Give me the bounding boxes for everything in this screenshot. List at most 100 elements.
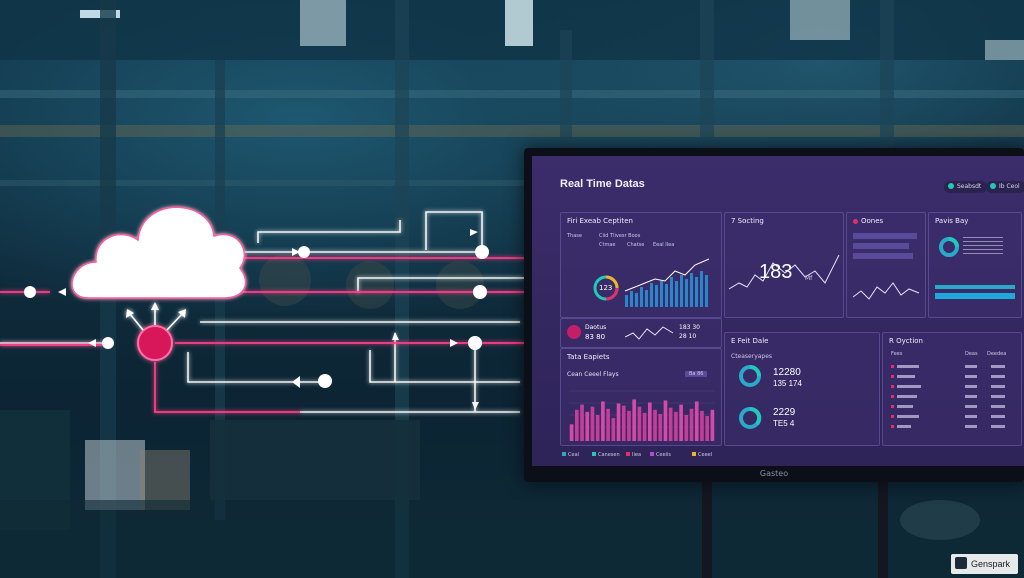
panel-title: Pavis Bay <box>935 217 969 225</box>
bar-14 <box>637 406 642 441</box>
nav-item[interactable]: Ceeel <box>692 452 712 458</box>
status-circle-icon <box>567 325 581 339</box>
hub-node <box>126 302 186 361</box>
panel-bottom-mid: E Feit Dale Cteaseryapes 12280 135 174 2… <box>724 332 880 446</box>
bar-12 <box>627 410 631 441</box>
donut-chart <box>739 407 762 429</box>
sparkline <box>853 282 920 300</box>
arrow-heads <box>58 229 479 410</box>
nav-item[interactable]: Ceal <box>562 452 579 458</box>
bar-20 <box>668 407 673 441</box>
bar-5 <box>590 406 595 441</box>
stat-label: Daotus <box>585 324 607 331</box>
bar-9 <box>611 418 616 441</box>
bar-2 <box>575 409 579 441</box>
progress-bar <box>935 293 1015 299</box>
panel-title: 7 Socting <box>731 217 764 225</box>
panel-top-mid: 7 Socting 183 Mf <box>724 212 844 318</box>
bar-22 <box>679 404 683 441</box>
bar-chart <box>569 390 715 441</box>
bar-28 <box>710 409 715 441</box>
bar-4 <box>585 411 590 441</box>
panel-title: E Feit Dale <box>731 337 769 345</box>
list-bar <box>853 233 917 239</box>
bar-21 <box>674 411 678 441</box>
bar-25 <box>694 401 699 441</box>
list-bar <box>853 243 909 249</box>
panel-title: Tata Eapiets <box>567 353 610 361</box>
donut-chart <box>739 365 761 387</box>
bar-6 <box>595 415 600 441</box>
dashboard-screen: Real Time Datas Seabsdt Ib Ceol Firi Exe… <box>532 156 1024 466</box>
nav-item[interactable]: Ceeiis <box>650 452 671 458</box>
monitor-brand: Gasteo <box>759 469 789 478</box>
dashboard-title: Real Time Datas <box>560 178 645 190</box>
kpi-value: 135 174 <box>773 379 802 388</box>
header-pill-1[interactable]: Seabsdt <box>944 181 988 193</box>
bar-16 <box>648 402 652 441</box>
panel-label: Ctmae <box>599 242 616 248</box>
genspark-logo-icon <box>954 557 967 569</box>
monitor-stand-right <box>878 482 888 578</box>
donut-chart <box>939 237 959 257</box>
panel-subtitle: Cteaseryapes <box>731 353 773 360</box>
panel-title: Oones <box>861 217 884 225</box>
network-nodes <box>24 245 489 388</box>
kpi-value: 12280 <box>773 367 801 378</box>
cloud-icon <box>71 206 247 299</box>
kpi-value: TE5 4 <box>773 419 795 428</box>
progress-bar <box>935 285 1015 289</box>
filter-button[interactable]: Ba 86 <box>685 371 708 377</box>
line-chart <box>729 254 840 290</box>
header-pill-2[interactable]: Ib Ceol <box>986 181 1024 193</box>
bar-17 <box>653 409 657 441</box>
status-dot-icon <box>853 219 858 224</box>
bar-7 <box>601 401 605 441</box>
list-bar <box>853 253 913 259</box>
bar-10 <box>616 403 621 441</box>
stat-value: 83 80 <box>585 333 606 341</box>
legend-square-icon <box>692 452 696 456</box>
panel-label: Eeal Ilea <box>653 242 675 248</box>
table-rows <box>891 365 1005 428</box>
bar-18 <box>658 413 663 441</box>
nav-item[interactable]: Iiea <box>626 452 641 458</box>
kpi-value: 183 <box>759 261 793 283</box>
panel-side: Pavis Bay <box>928 212 1022 318</box>
panel-bottom-right: R Oyction Fees Deas Deedea <box>882 332 1022 446</box>
column-header: Fees <box>891 351 903 357</box>
panel-label: Thase <box>567 233 582 239</box>
legend-square-icon <box>562 452 566 456</box>
monitor-stand-left <box>702 482 712 578</box>
bar-15 <box>642 412 647 441</box>
panel-top-left: Firi Exeab Ceptiten Thase Ciid Tlivesr B… <box>560 212 722 318</box>
mini-bar-chart <box>624 258 710 307</box>
column-header: Deas <box>965 351 978 357</box>
panel-title: R Oyction <box>889 337 923 345</box>
nav-item[interactable]: Canesen <box>592 452 620 458</box>
bar-3 <box>580 404 584 441</box>
bar-1 <box>569 424 574 441</box>
gauge-ring <box>593 275 619 301</box>
pink-network-lines <box>0 257 524 413</box>
bar-26 <box>700 410 704 441</box>
panel-top-right: Oones <box>846 212 926 318</box>
legend-square-icon <box>650 452 654 456</box>
legend-square-icon <box>626 452 630 456</box>
stat-value: 28 10 <box>679 333 697 340</box>
bar-13 <box>632 399 636 441</box>
kpi-value: 2229 <box>773 407 796 418</box>
panel-label: Chatse <box>627 242 645 248</box>
bar-27 <box>705 416 709 441</box>
bar-19 <box>663 400 668 441</box>
kpi-unit: Mf <box>805 275 813 282</box>
status-dot-icon <box>948 183 954 189</box>
legend-lines <box>963 237 1003 255</box>
sparkline <box>625 326 674 340</box>
panel-mid-left: Daotus 83 80 183 30 28 10 <box>560 318 722 348</box>
gauge-value: 123 <box>599 284 613 292</box>
legend-square-icon <box>592 452 596 456</box>
bar-23 <box>684 415 689 441</box>
